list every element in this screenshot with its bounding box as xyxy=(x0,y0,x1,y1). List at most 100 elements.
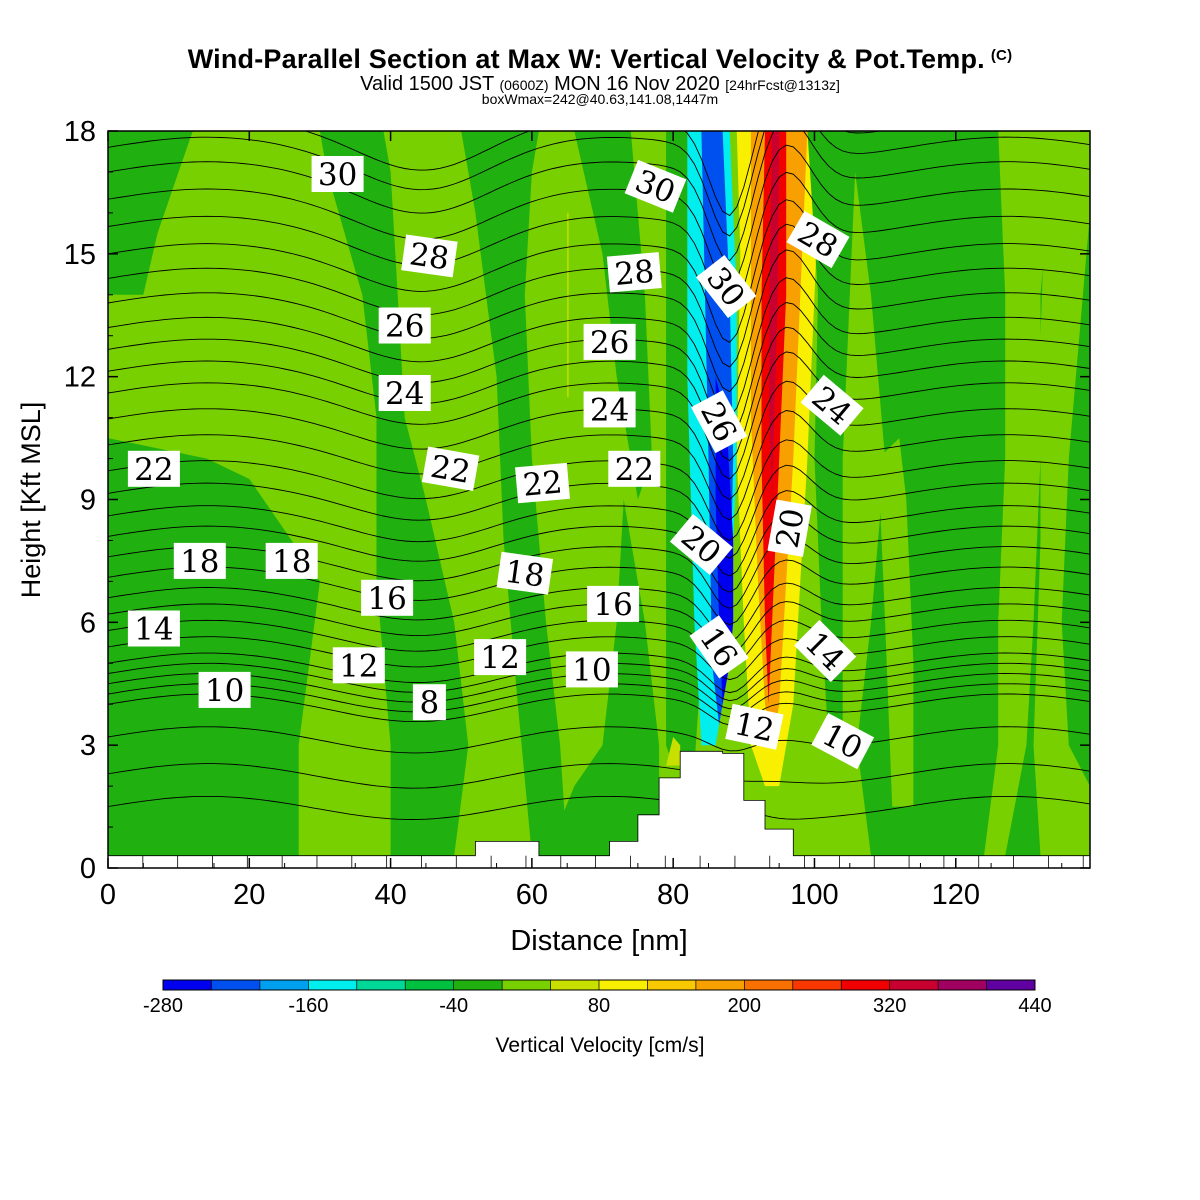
x-tick-label: 60 xyxy=(516,879,548,911)
contour-label-box xyxy=(265,542,318,579)
y-tick-label: 0 xyxy=(80,853,96,885)
theta-contour xyxy=(108,249,1090,393)
contour-label-group: 18 xyxy=(265,542,318,580)
colorbar-swatch xyxy=(744,980,794,990)
contour-label-box xyxy=(401,234,458,278)
contour-label-box xyxy=(624,159,687,213)
colorbar-swatch xyxy=(211,980,261,990)
axis-layer: 0 20 40 60 80 100 120 0 3 6 9 12 15 18 xyxy=(64,116,1090,911)
contour-label: 22 xyxy=(134,452,173,488)
x-tick-label: 120 xyxy=(932,879,980,911)
contour-label-group: 26 xyxy=(378,307,431,345)
colorbar-swatch xyxy=(163,980,212,990)
contour-label-group: 22 xyxy=(421,446,480,492)
velocity-fill-layer xyxy=(108,131,1090,868)
velocity-region-far-right-yellowgreen xyxy=(1033,131,1090,856)
contour-label-box xyxy=(378,375,431,411)
contour-label-group: 14 xyxy=(127,610,180,648)
contour-label-group: 10 xyxy=(198,671,251,709)
contour-label-box xyxy=(691,390,748,454)
colorbar-swatch xyxy=(550,980,600,990)
contour-label-group: 16 xyxy=(361,579,414,617)
contour-label: 24 xyxy=(590,392,629,428)
y-tick-label: 15 xyxy=(64,239,96,271)
y-tick-label: 3 xyxy=(80,730,96,762)
contour-label: 12 xyxy=(731,706,777,749)
y-tick-label: 9 xyxy=(80,485,96,517)
contour-label-box xyxy=(127,450,180,487)
chart-box-info: boxWmax=242@40.63,141.08,1447m xyxy=(481,91,719,107)
contour-label-box xyxy=(361,579,414,616)
contour-label-group: 28 xyxy=(606,252,662,293)
contour-label-box xyxy=(689,615,749,679)
velocity-region-right-yellowgreen xyxy=(878,438,914,807)
contour-label: 22 xyxy=(428,449,473,491)
contour-label: 12 xyxy=(480,640,519,676)
contour-label-box xyxy=(606,252,662,293)
x-tick-label: 20 xyxy=(233,879,265,911)
theta-contour xyxy=(108,199,1090,343)
contour-label-group: 12 xyxy=(474,639,527,676)
contour-label: 18 xyxy=(503,554,547,595)
theta-contour xyxy=(108,144,1090,289)
contour-label-group: 8 xyxy=(412,684,446,721)
theta-contour xyxy=(108,490,1090,577)
colorbar-swatch xyxy=(938,980,988,990)
contour-label-group: 24 xyxy=(583,391,636,428)
contour-label: 26 xyxy=(385,309,424,345)
contour-label: 14 xyxy=(134,612,173,648)
theta-contour xyxy=(108,763,1090,789)
colorbar-swatch xyxy=(695,980,745,990)
colorbar-swatch xyxy=(453,980,503,990)
contour-label: 22 xyxy=(521,464,563,503)
theta-contour xyxy=(108,636,1090,681)
contour-label-box xyxy=(800,374,864,436)
contour-label: 10 xyxy=(572,652,611,688)
colorbar-swatch xyxy=(259,980,309,990)
theta-contour xyxy=(108,131,1090,237)
theta-contour xyxy=(108,131,1090,262)
velocity-region-low-yellow xyxy=(666,737,681,766)
contour-label: 10 xyxy=(205,673,244,709)
contour-label: 24 xyxy=(385,376,424,412)
colorbar-swatch xyxy=(405,980,455,990)
contour-label-box xyxy=(583,323,636,360)
colorbar-swatch xyxy=(986,980,1036,990)
colorbar-swatch xyxy=(889,980,939,990)
contour-label-box xyxy=(515,462,570,504)
contour-label-box xyxy=(496,551,554,595)
colorbar-tick-label: -280 xyxy=(143,995,183,1017)
x-tick-label: 0 xyxy=(100,879,116,911)
contour-label: 22 xyxy=(615,452,654,488)
contour-label-group: 10 xyxy=(565,651,618,688)
theta-contour xyxy=(108,439,1090,542)
colorbar-swatch xyxy=(647,980,697,990)
colorbar-label: Vertical Velocity [cm/s] xyxy=(495,1034,705,1057)
contour-label-box xyxy=(565,651,618,688)
colorbar-tick-label: 320 xyxy=(873,995,906,1017)
contour-label-group: 30 xyxy=(311,156,364,193)
velocity-region-yellow-streak xyxy=(567,212,569,398)
contour-label-box xyxy=(474,639,527,676)
contour-label-box xyxy=(696,255,757,319)
chart-subtitle: Valid 1500 JST (0600Z) MON 16 Nov 2020 [… xyxy=(360,73,840,95)
contour-label: 16 xyxy=(367,581,406,617)
contour-label-box xyxy=(421,446,480,492)
colorbar-swatch xyxy=(308,980,358,990)
colorbar-tick-label: 200 xyxy=(728,995,761,1017)
chart-title: Wind-Parallel Section at Max W: Vertical… xyxy=(187,44,1013,74)
colorbar-swatch xyxy=(841,980,891,990)
theta-contour xyxy=(108,410,1090,521)
contour-label-box xyxy=(786,210,850,269)
contour-label-group: 18 xyxy=(173,542,226,580)
colorbar-tick-label: -160 xyxy=(288,995,328,1017)
colorbar-swatch xyxy=(792,980,842,990)
contour-label-box xyxy=(311,156,364,192)
x-tick-label: 80 xyxy=(657,879,689,911)
contour-label-box xyxy=(198,671,251,708)
velocity-region-post-updraft-green xyxy=(807,131,857,746)
contour-label: 30 xyxy=(318,157,357,193)
contour-label-group: 22 xyxy=(608,450,661,488)
theta-contour xyxy=(108,351,1090,480)
